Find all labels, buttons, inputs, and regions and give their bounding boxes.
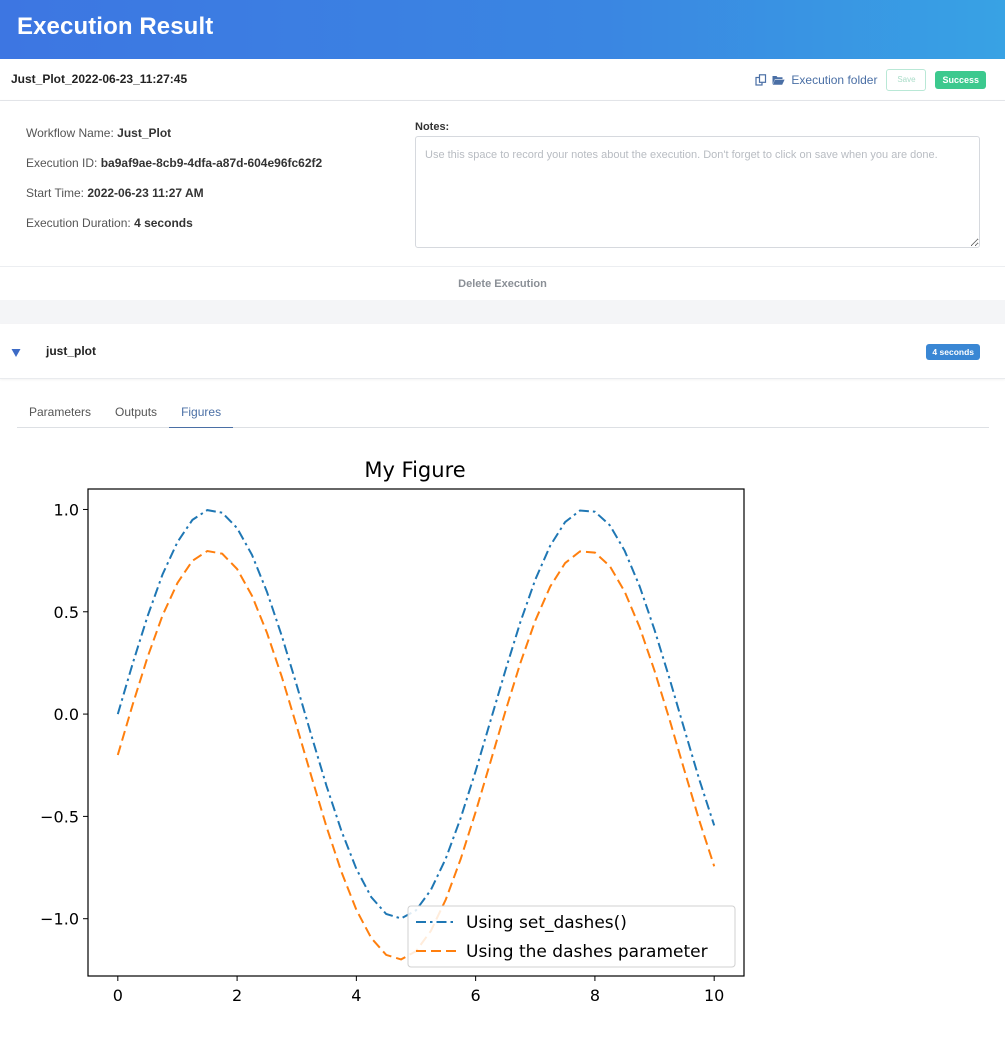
- caret-down-icon[interactable]: [11, 345, 21, 357]
- result-tabs: Parameters Outputs Figures: [17, 396, 989, 428]
- start-time-label: Start Time:: [26, 186, 85, 200]
- duration-value: 4 seconds: [134, 216, 193, 230]
- chart-title: My Figure: [364, 458, 465, 482]
- execution-name: Just_Plot_2022-06-23_11:27:45: [11, 72, 188, 86]
- start-time-value: 2022-06-23 11:27 AM: [87, 186, 204, 200]
- tab-parameters[interactable]: Parameters: [29, 405, 92, 419]
- chart-legend: [407, 905, 736, 968]
- app-title: Execution Result: [17, 13, 214, 40]
- execution-info-panel: Workflow Name: Just_Plot Execution ID: b…: [0, 101, 1005, 300]
- y-tick-label: 1.0: [54, 500, 79, 519]
- status-badge: Success: [935, 70, 986, 89]
- app-header: Execution Result: [0, 0, 1005, 59]
- step-duration-badge: 4 seconds: [926, 344, 980, 360]
- tab-figures[interactable]: Figures: [169, 396, 234, 428]
- figure-panel: My Figure 0 2 4 6 8 10 −1.0 −0.5 0.0 0.5 1.0 Using …: [17, 446, 767, 1026]
- workflow-name-value: Just_Plot: [117, 126, 172, 140]
- start-time-row: Start Time: 2022-06-23 11:27 AM: [26, 186, 204, 200]
- save-button[interactable]: Save: [886, 68, 927, 91]
- x-tick-label: 8: [590, 986, 600, 1005]
- duration-row: Execution Duration: 4 seconds: [26, 216, 193, 230]
- notes-textarea[interactable]: [415, 136, 980, 248]
- x-tick-label: 10: [704, 986, 724, 1005]
- execution-id-row: Execution ID: ba9af9ae-8cb9-4dfa-a87d-60…: [26, 156, 322, 170]
- legend-label-1: Using set_dashes(): [466, 913, 627, 933]
- workflow-name-row: Workflow Name: Just_Plot: [26, 126, 171, 140]
- execution-id-value: ba9af9ae-8cb9-4dfa-a87d-604e96fc62f2: [100, 156, 323, 170]
- execution-header: Just_Plot_2022-06-23_11:27:45 Execution …: [0, 59, 1005, 101]
- x-tick-label: 6: [471, 986, 481, 1005]
- y-tick-label: −0.5: [40, 807, 79, 826]
- delete-execution-button[interactable]: Delete Execution: [458, 277, 547, 290]
- copy-icon[interactable]: [755, 73, 767, 86]
- workflow-name-label: Workflow Name:: [26, 126, 114, 140]
- delete-row: Delete Execution: [0, 266, 1005, 300]
- series-line-1: [116, 509, 716, 920]
- section-divider: [0, 300, 1005, 324]
- y-tick-label: 0.5: [54, 603, 79, 622]
- step-row[interactable]: just_plot 4 seconds: [0, 324, 1005, 379]
- x-tick-label: 0: [113, 986, 123, 1005]
- y-tick-label: 0.0: [54, 705, 79, 724]
- duration-label: Execution Duration:: [26, 216, 131, 230]
- x-tick-label: 4: [351, 986, 361, 1005]
- line-chart: My Figure 0 2 4 6 8 10 −1.0 −0.5 0.0 0.5 1.0 Using …: [40, 458, 745, 1005]
- execution-folder-link[interactable]: Execution folder: [791, 72, 878, 87]
- step-name: just_plot: [46, 344, 96, 358]
- plot-frame: [87, 488, 745, 977]
- legend-label-2: Using the dashes parameter: [466, 942, 708, 962]
- notes-label: Notes:: [415, 121, 450, 133]
- y-tick-label: −1.0: [40, 910, 79, 929]
- x-tick-label: 2: [232, 986, 242, 1005]
- header-actions: Execution folder Save Success: [755, 68, 986, 91]
- tab-outputs[interactable]: Outputs: [115, 405, 158, 419]
- series-line-2: [116, 549, 716, 961]
- folder-open-icon[interactable]: [772, 74, 786, 86]
- execution-id-label: Execution ID:: [26, 156, 98, 170]
